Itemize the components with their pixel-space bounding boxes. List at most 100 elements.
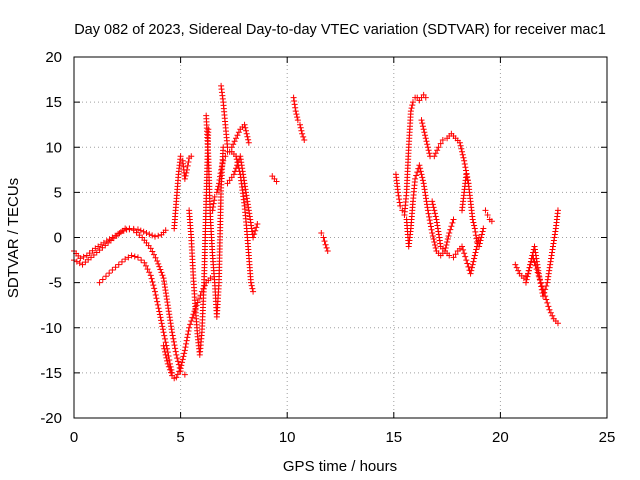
data-point	[102, 273, 109, 280]
data-point	[168, 369, 175, 376]
data-point	[522, 279, 529, 286]
data-point	[447, 226, 454, 233]
data-point	[465, 263, 472, 270]
data-point	[241, 121, 248, 128]
data-point	[165, 363, 172, 370]
data-point	[431, 207, 438, 214]
data-point	[144, 266, 151, 273]
chart-title: Day 082 of 2023, Sidereal Day-to-day VTE…	[74, 22, 606, 38]
data-point	[184, 334, 191, 341]
data-point	[251, 231, 258, 238]
data-point	[477, 237, 484, 244]
data-point	[291, 97, 298, 104]
data-point	[209, 207, 216, 214]
y-axis-label: SDTVAR / TECUs	[5, 178, 22, 298]
data-point	[189, 314, 196, 321]
data-point	[161, 335, 168, 342]
x-tick-label: 15	[385, 429, 402, 446]
data-point	[429, 201, 436, 208]
data-point	[162, 351, 169, 358]
data-point	[464, 177, 471, 184]
data-point	[109, 266, 116, 273]
y-tick-label: -10	[40, 320, 62, 337]
data-point	[429, 232, 436, 239]
data-point	[525, 270, 532, 277]
data-point	[476, 243, 483, 250]
data-point	[185, 327, 192, 334]
data-point	[439, 137, 446, 144]
data-point	[152, 254, 159, 261]
data-point	[182, 344, 189, 351]
data-point	[151, 285, 158, 292]
grid	[74, 57, 607, 418]
data-point	[460, 154, 467, 161]
data-point	[427, 220, 434, 227]
data-point	[469, 261, 476, 268]
data-point	[147, 272, 154, 279]
data-point	[527, 261, 534, 268]
data-point	[396, 199, 403, 206]
data-point	[427, 223, 434, 230]
data-point	[291, 101, 298, 108]
data-point	[250, 234, 257, 241]
data-point	[541, 289, 548, 296]
data-point	[150, 282, 157, 289]
data-point	[172, 345, 179, 352]
data-point	[122, 225, 129, 232]
data-point	[292, 108, 299, 115]
data-point	[73, 258, 80, 265]
data-point	[252, 227, 259, 234]
data-point	[158, 269, 165, 276]
data-point	[471, 225, 478, 232]
data-point	[461, 250, 468, 257]
data-point	[172, 348, 179, 355]
data-point	[417, 168, 424, 175]
data-point	[294, 114, 301, 121]
data-point	[254, 220, 261, 227]
data-point	[154, 301, 161, 308]
data-point	[140, 228, 147, 235]
data-point	[545, 303, 552, 310]
data-point	[152, 288, 159, 295]
data-point	[148, 275, 155, 282]
data-point	[146, 231, 153, 238]
data-point	[210, 204, 217, 211]
data-point	[422, 132, 429, 139]
data-point	[412, 175, 419, 182]
data-point	[181, 175, 188, 182]
data-point	[442, 245, 449, 252]
data-point	[179, 356, 186, 363]
data-point	[234, 132, 241, 139]
data-point	[425, 210, 432, 217]
data-point	[154, 257, 161, 264]
y-tick-label: -15	[40, 365, 62, 382]
data-point	[470, 258, 477, 265]
data-point	[448, 223, 455, 230]
y-tick-label: 10	[45, 139, 62, 156]
data-point	[164, 360, 171, 367]
data-point	[218, 166, 225, 173]
data-point	[482, 207, 489, 214]
x-tick-label: 10	[279, 429, 296, 446]
y-tick-label: -20	[40, 410, 62, 427]
data-point	[184, 162, 191, 169]
data-point	[179, 359, 186, 366]
data-point	[299, 130, 306, 137]
data-point	[419, 174, 426, 181]
data-point	[424, 207, 431, 214]
data-point	[178, 362, 185, 369]
data-point	[243, 130, 250, 137]
data-point	[141, 259, 148, 266]
y-tick-label: 15	[45, 94, 62, 111]
data-point	[409, 102, 416, 109]
data-point	[423, 138, 430, 145]
data-point	[426, 217, 433, 224]
data-point	[543, 283, 550, 290]
data-point	[215, 180, 222, 187]
data-point	[527, 258, 534, 265]
data-point	[149, 232, 156, 239]
data-point	[546, 306, 553, 313]
data-point	[468, 264, 475, 271]
data-point	[137, 227, 144, 234]
